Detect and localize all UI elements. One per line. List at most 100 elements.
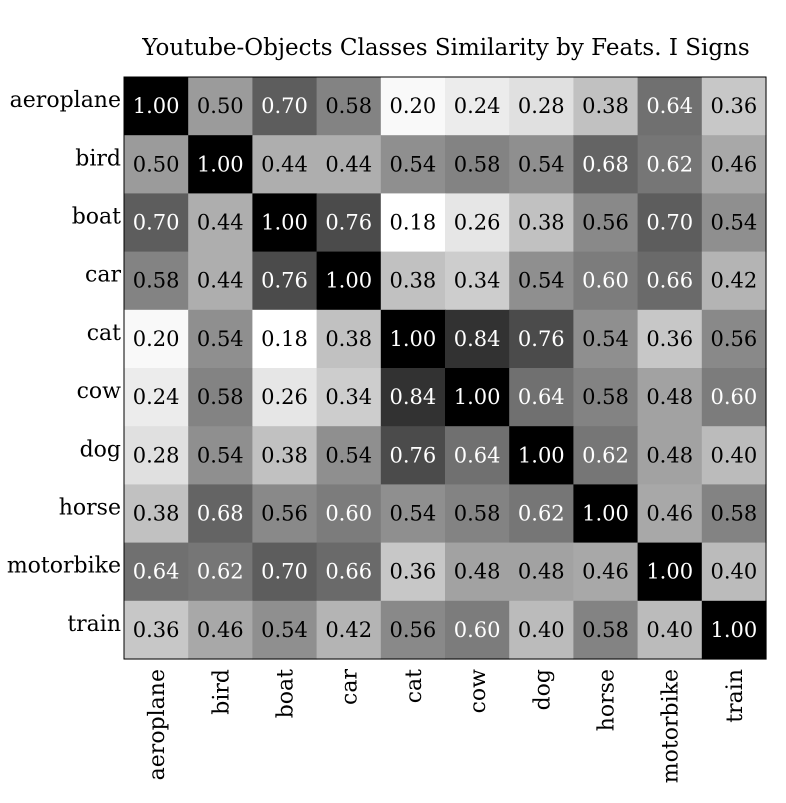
heatmap-cell-value: 0.60 xyxy=(582,269,629,293)
heatmap-cell-value: 0.38 xyxy=(325,327,372,351)
heatmap-cell-value: 0.24 xyxy=(133,385,180,409)
y-tick-label: car xyxy=(85,263,121,288)
heatmap-cell xyxy=(252,484,318,544)
heatmap-cell xyxy=(637,600,703,660)
heatmap-cell-value: 0.38 xyxy=(390,269,437,293)
x-tick-label: bird xyxy=(209,669,234,715)
heatmap-cell-value: 0.54 xyxy=(711,211,758,235)
heatmap-cell-value: 1.00 xyxy=(518,443,565,467)
heatmap-cell-value: 0.76 xyxy=(390,443,437,467)
heatmap-cell-value: 0.44 xyxy=(325,152,372,176)
y-tick-label: dog xyxy=(80,437,121,462)
heatmap-cell-value: 0.36 xyxy=(390,560,437,584)
heatmap-cell xyxy=(637,426,703,485)
y-tick-label: bird xyxy=(75,146,121,171)
x-tick-label: horse xyxy=(595,669,620,731)
heatmap-cell xyxy=(252,77,318,136)
heatmap-cell-value: 0.28 xyxy=(518,94,565,118)
heatmap-cell-value: 0.46 xyxy=(646,502,693,526)
x-tick-label: motorbike xyxy=(659,669,684,783)
heatmap-cell xyxy=(509,484,574,544)
heatmap-cell-value: 0.36 xyxy=(646,327,693,351)
heatmap-cell-value: 0.64 xyxy=(646,94,693,118)
heatmap-cell xyxy=(445,368,510,427)
heatmap-cell-value: 0.54 xyxy=(390,152,437,176)
heatmap-cell xyxy=(573,77,639,136)
heatmap-cell xyxy=(509,77,574,136)
heatmap-cell-value: 0.62 xyxy=(518,502,565,526)
heatmap-cell-value: 0.56 xyxy=(582,211,629,235)
heatmap-cell xyxy=(573,135,639,194)
heatmap-cell xyxy=(445,251,510,311)
heatmap-cell-value: 0.60 xyxy=(454,618,501,642)
heatmap-cell xyxy=(188,484,253,544)
heatmap-cell xyxy=(188,193,253,253)
heatmap-cell-value: 0.70 xyxy=(261,560,308,584)
heatmap-cell xyxy=(509,251,574,311)
heatmap-cell xyxy=(252,251,318,311)
heatmap-cell-value: 0.46 xyxy=(711,152,758,176)
heatmap-cell-value: 0.54 xyxy=(325,443,372,467)
heatmap-cell xyxy=(316,426,382,485)
heatmap-cell xyxy=(252,368,318,427)
heatmap-cell-value: 0.44 xyxy=(197,211,244,235)
heatmap-cell-value: 0.56 xyxy=(711,327,758,351)
heatmap-cell xyxy=(316,309,382,369)
heatmap-cell-value: 0.62 xyxy=(646,152,693,176)
x-axis-tick-labels: aeroplane bird boat car cat cow dog horse motorb… xyxy=(145,669,748,784)
heatmap-cell-value: 0.38 xyxy=(582,94,629,118)
heatmap-cell xyxy=(445,600,510,660)
heatmap-cell-value: 0.68 xyxy=(197,502,244,526)
heatmap-cell-value: 1.00 xyxy=(390,327,437,351)
x-tick-label: dog xyxy=(530,669,555,710)
heatmap-cell-value: 0.48 xyxy=(454,560,501,584)
x-tick-label: boat xyxy=(274,669,299,718)
heatmap-cell xyxy=(445,309,510,369)
y-tick-label: cat xyxy=(87,321,121,346)
heatmap-cell-value: 0.28 xyxy=(133,443,180,467)
heatmap-cell xyxy=(701,309,767,369)
heatmap-cell xyxy=(701,251,767,311)
heatmap-cell xyxy=(316,135,382,194)
heatmap-cell xyxy=(380,368,446,427)
heatmap-cell xyxy=(124,600,189,660)
heatmap-cell-value: 0.66 xyxy=(325,560,372,584)
heatmap-cell xyxy=(573,309,639,369)
heatmap-cell xyxy=(445,542,510,602)
heatmap-cell-value: 0.76 xyxy=(325,211,372,235)
heatmap-cell xyxy=(445,193,510,253)
heatmap-cell-value: 0.44 xyxy=(261,152,308,176)
heatmap-cell xyxy=(380,484,446,544)
heatmap-cell xyxy=(124,77,189,136)
heatmap-cell xyxy=(637,251,703,311)
heatmap-cell-value: 0.62 xyxy=(197,560,244,584)
heatmap-cell xyxy=(637,368,703,427)
heatmap-cell xyxy=(252,135,318,194)
heatmap-cell xyxy=(316,77,382,136)
heatmap-cell-value: 0.54 xyxy=(197,443,244,467)
heatmap-cell xyxy=(445,484,510,544)
heatmap-cell xyxy=(637,135,703,194)
y-tick-label: cow xyxy=(77,379,122,404)
heatmap-cell xyxy=(252,193,318,253)
heatmap-cell-value: 0.68 xyxy=(582,152,629,176)
heatmap-cell xyxy=(252,542,318,602)
heatmap-cell xyxy=(124,309,189,369)
heatmap-cell xyxy=(188,135,253,194)
heatmap-cell-value: 1.00 xyxy=(646,560,693,584)
heatmap-cell xyxy=(701,542,767,602)
heatmap-cell-value: 0.58 xyxy=(711,502,758,526)
heatmap-cell-value: 0.46 xyxy=(582,560,629,584)
y-tick-label: horse xyxy=(59,496,121,521)
heatmap-cell-value: 1.00 xyxy=(325,269,372,293)
heatmap-cell-value: 0.36 xyxy=(711,94,758,118)
heatmap-cell-value: 0.48 xyxy=(646,443,693,467)
heatmap-cell-value: 0.42 xyxy=(711,269,758,293)
heatmap-cell-value: 0.26 xyxy=(454,211,501,235)
heatmap-cell-value: 0.58 xyxy=(454,502,501,526)
heatmap-cell-labels: 1.00 0.50 0.70 0.58 0.20 0.24 0.28 0.38 0.64 0.36… xyxy=(133,94,758,642)
heatmap-cell xyxy=(573,193,639,253)
heatmap-cell xyxy=(124,135,189,194)
heatmap-cell xyxy=(637,309,703,369)
heatmap-cell xyxy=(252,600,318,660)
